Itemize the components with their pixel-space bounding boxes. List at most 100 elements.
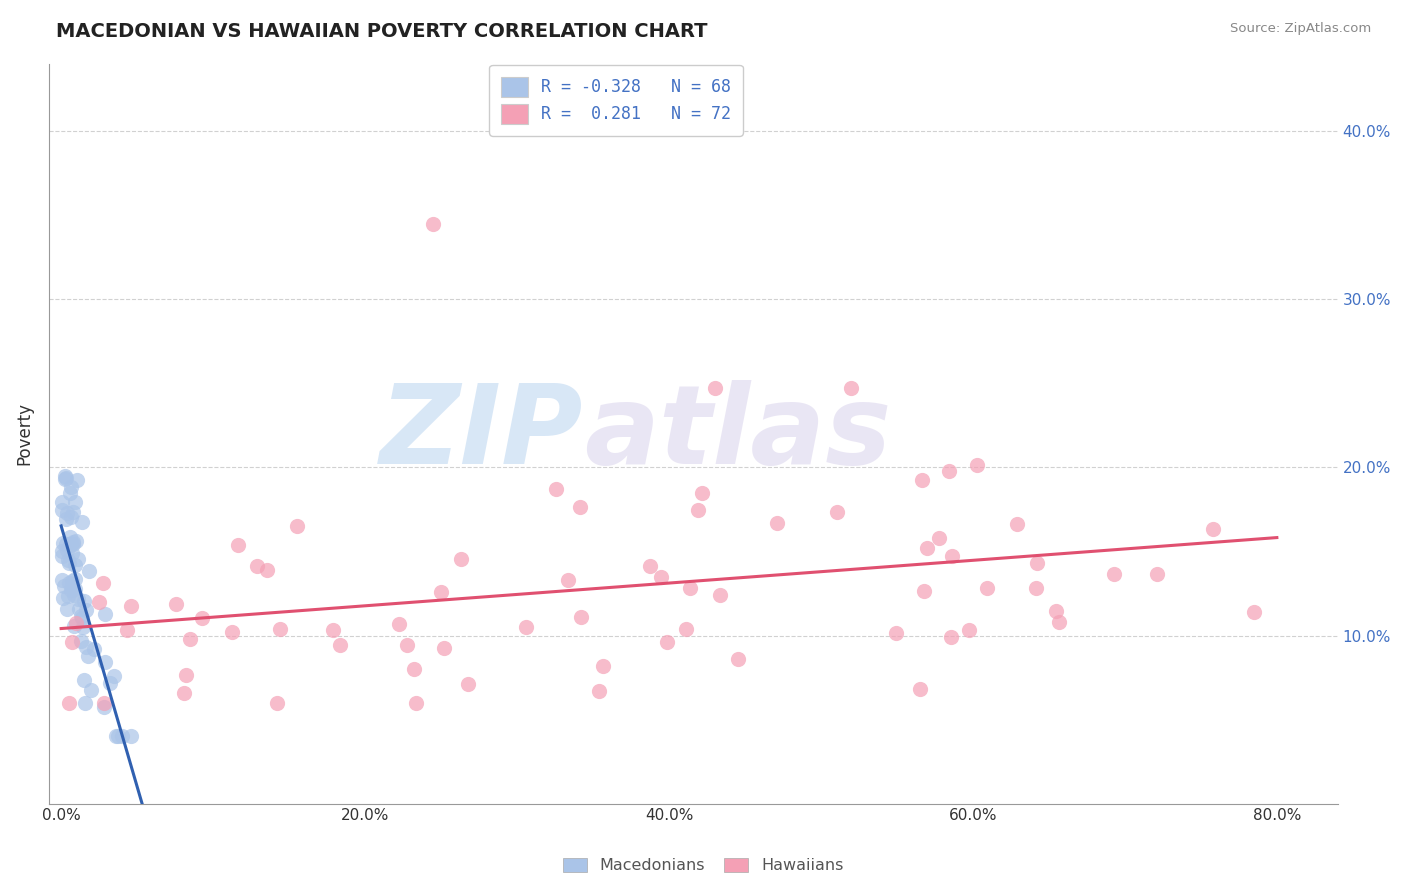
Point [52, 591, 75, 605]
Point [94, 655, 117, 669]
Point [911, 473, 934, 487]
Point [884, 625, 907, 640]
Point [51, 544, 73, 558]
Point [72, 620, 94, 634]
Point [70, 516, 93, 530]
Point [966, 458, 988, 472]
Point [73, 673, 96, 687]
Point [402, 662, 425, 676]
Point [73, 594, 96, 608]
Point [94, 607, 117, 622]
Point [450, 551, 472, 566]
Point [77, 564, 100, 578]
Point [941, 549, 963, 563]
Point [56, 602, 79, 616]
Point [93, 696, 115, 710]
Point [83, 642, 105, 657]
Text: ZIP: ZIP [380, 380, 583, 487]
Point [59, 530, 82, 544]
Point [1045, 605, 1067, 619]
Point [1243, 605, 1265, 619]
Point [120, 599, 142, 613]
Point [66, 473, 89, 487]
Point [912, 584, 935, 599]
Point [1146, 567, 1168, 582]
Point [266, 696, 288, 710]
Point [60, 574, 83, 588]
Point [103, 669, 125, 683]
Point [70, 611, 93, 625]
Point [65, 494, 87, 508]
Point [1025, 581, 1047, 595]
Point [60, 480, 83, 494]
Point [53, 469, 76, 483]
Point [59, 486, 82, 500]
Point [557, 573, 579, 587]
Point [515, 620, 537, 634]
Point [75, 640, 97, 655]
Point [70, 609, 93, 624]
Point [65, 616, 87, 631]
Point [55, 471, 77, 485]
Point [56, 542, 79, 557]
Point [63, 582, 86, 596]
Point [957, 624, 980, 638]
Point [766, 516, 789, 530]
Point [1005, 516, 1028, 531]
Point [165, 597, 187, 611]
Point [66, 592, 89, 607]
Legend: Macedonians, Hawaiians: Macedonians, Hawaiians [557, 851, 849, 880]
Point [1047, 615, 1070, 629]
Point [56, 553, 79, 567]
Text: Source: ZipAtlas.com: Source: ZipAtlas.com [1230, 22, 1371, 36]
Point [939, 631, 962, 645]
Point [120, 730, 142, 744]
Point [51, 549, 73, 563]
Point [63, 572, 86, 586]
Point [69, 633, 91, 648]
Point [63, 558, 86, 573]
Point [841, 381, 863, 395]
Point [53, 472, 76, 486]
Point [80, 682, 103, 697]
Point [98, 676, 121, 690]
Point [285, 519, 308, 533]
Point [679, 581, 702, 595]
Point [93, 699, 115, 714]
Point [60, 580, 83, 594]
Point [58, 696, 80, 710]
Point [62, 535, 84, 549]
Point [432, 641, 454, 656]
Point [176, 668, 198, 682]
Point [938, 464, 960, 478]
Point [638, 559, 661, 574]
Point [60, 546, 83, 560]
Point [709, 588, 731, 602]
Point [173, 686, 195, 700]
Point [688, 502, 710, 516]
Point [59, 510, 82, 524]
Point [191, 611, 214, 625]
Point [388, 616, 411, 631]
Point [908, 682, 931, 697]
Point [107, 730, 129, 744]
Point [87, 595, 110, 609]
Point [52, 536, 75, 550]
Point [692, 486, 714, 500]
Point [395, 638, 418, 652]
Point [55, 537, 77, 551]
Point [73, 696, 96, 710]
Point [75, 603, 97, 617]
Text: atlas: atlas [583, 380, 891, 487]
Point [62, 619, 84, 633]
Point [56, 506, 79, 520]
Point [221, 624, 243, 639]
Point [179, 632, 201, 646]
Point [58, 538, 80, 552]
Point [111, 730, 134, 744]
Point [76, 648, 98, 663]
Y-axis label: Poverty: Poverty [15, 402, 32, 466]
Point [56, 590, 79, 604]
Point [727, 652, 749, 666]
Point [915, 541, 938, 555]
